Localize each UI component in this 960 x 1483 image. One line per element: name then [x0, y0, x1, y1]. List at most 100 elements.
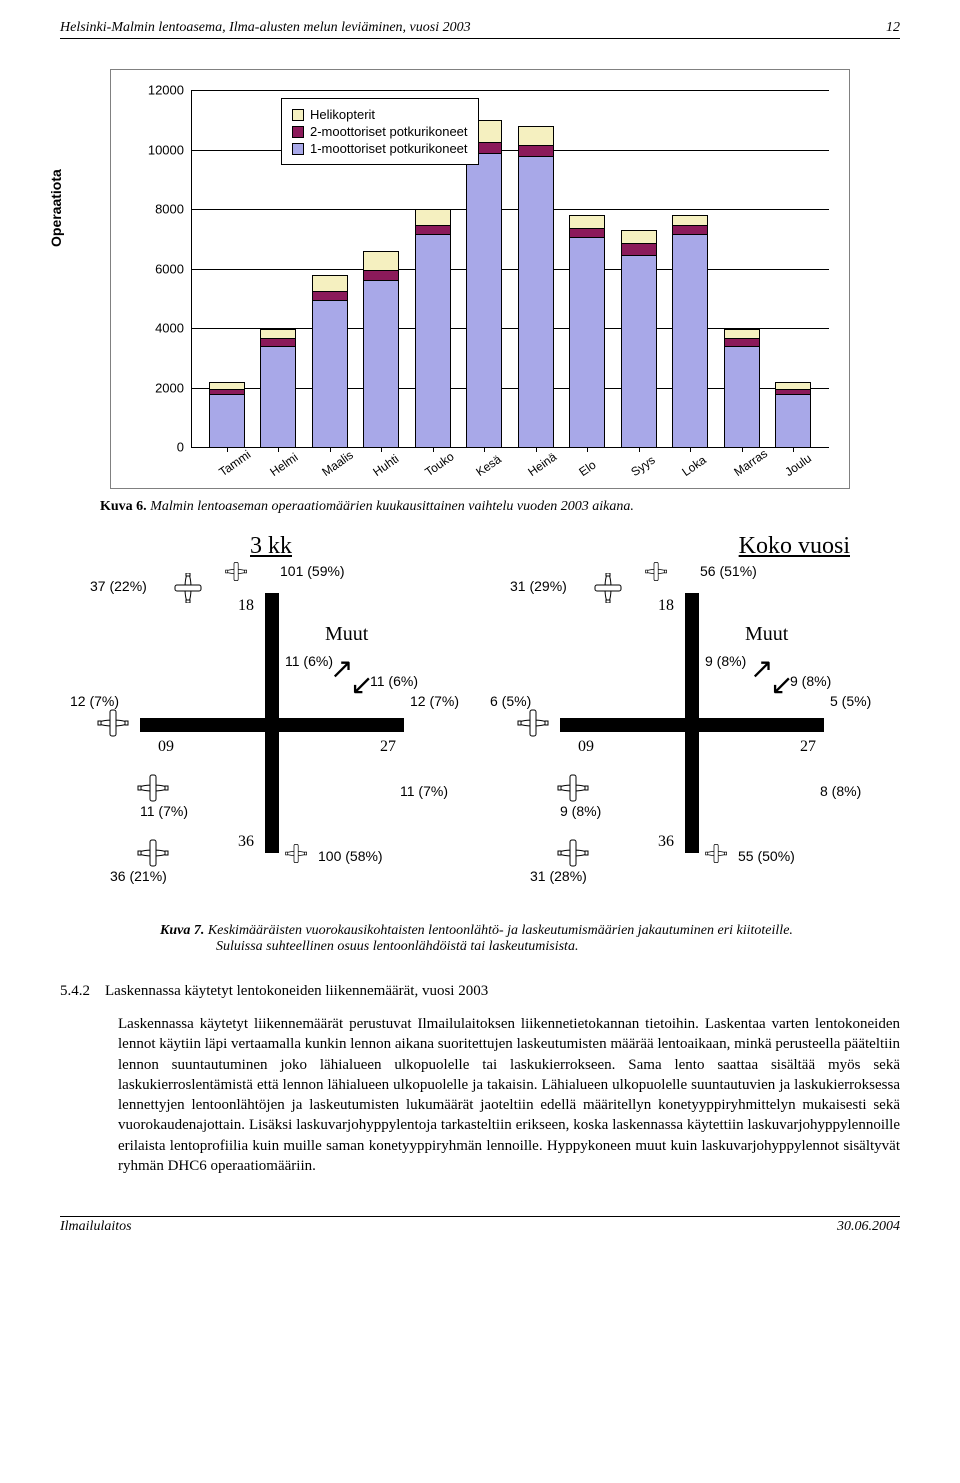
- operations-chart: Operaatiota 020004000600080001000012000 …: [110, 69, 850, 489]
- runway-num-18: 18: [238, 597, 254, 615]
- legend-item: Helikopterit: [292, 107, 468, 122]
- section-heading: 5.4.2 Laskennassa käytetyt lentokoneiden…: [60, 983, 900, 1000]
- runway-stat: 11 (7%): [140, 803, 188, 819]
- page-footer: Ilmailulaitos 30.06.2004: [60, 1216, 900, 1235]
- arrow-icon: ↙: [350, 671, 373, 699]
- plane-icon: [90, 708, 136, 738]
- x-tick: [227, 448, 228, 452]
- runway-num-27: 27: [380, 738, 396, 756]
- bar: [312, 275, 348, 448]
- runway-stat: 100 (58%): [318, 848, 383, 864]
- plane-icon: [130, 773, 176, 803]
- bar-column: Syys: [613, 90, 665, 448]
- plane-icon: [510, 708, 556, 738]
- legend-label: 2-moottoriset potkurikoneet: [310, 124, 468, 139]
- x-tick: [278, 448, 279, 452]
- bar-segment: [416, 225, 450, 234]
- bar-segment: [725, 330, 759, 339]
- bar-segment: [364, 252, 398, 270]
- bar-segment: [519, 127, 553, 145]
- bar: [672, 215, 708, 448]
- plane-icon: [700, 843, 732, 864]
- bar-segment: [776, 394, 810, 448]
- footer-left: Ilmailulaitos: [60, 1219, 132, 1235]
- runway-num-18: 18: [658, 597, 674, 615]
- figure-6-caption: Kuva 6. Malmin lentoaseman operaatiomäär…: [100, 499, 900, 515]
- header-page-number: 12: [886, 20, 900, 36]
- runway-title: Koko vuosi: [739, 533, 850, 560]
- plane-icon: [130, 773, 176, 803]
- y-tick-label: 4000: [155, 321, 192, 336]
- bar-column: Marras: [716, 90, 768, 448]
- runway-diagrams: 3 kk18360927Muut37 (22%)101 (59%)11 (6%)…: [60, 543, 900, 903]
- bar-segment: [261, 330, 295, 339]
- figure-7-caption: Kuva 7. Keskimääräisten vuorokausikohtai…: [160, 923, 840, 955]
- runway-stat: 9 (8%): [705, 653, 746, 669]
- bar-segment: [673, 216, 707, 225]
- arrow-icon: ↙: [770, 671, 793, 699]
- bar-segment: [313, 291, 347, 300]
- runway-horizontal: [140, 718, 404, 732]
- bar: [260, 329, 296, 448]
- bar-segment: [364, 270, 398, 280]
- runway-stat: 6 (5%): [490, 693, 531, 709]
- legend-item: 1-moottoriset potkurikoneet: [292, 141, 468, 156]
- figure-6-text: Malmin lentoaseman operaatiomäärien kuuk…: [150, 499, 634, 514]
- bar-segment: [261, 338, 295, 345]
- plane-icon: [700, 843, 732, 864]
- x-tick: [536, 448, 537, 452]
- bar-segment: [519, 156, 553, 447]
- y-tick-label: 0: [177, 440, 192, 455]
- bar-column: Loka: [665, 90, 717, 448]
- x-tick-label: Elo: [577, 458, 599, 479]
- bar-segment: [261, 346, 295, 447]
- legend-swatch: [292, 143, 304, 155]
- plane-icon: [550, 838, 596, 868]
- x-tick-label: Heinä: [525, 450, 559, 479]
- plane-icon: [90, 708, 136, 738]
- bar-segment: [364, 280, 398, 447]
- y-tick-label: 8000: [155, 202, 192, 217]
- legend-label: Helikopterit: [310, 107, 375, 122]
- plane-icon: [280, 843, 312, 864]
- runway-stat: 8 (8%): [820, 783, 861, 799]
- runway-num-36: 36: [658, 833, 674, 851]
- x-tick-label: Maalis: [319, 448, 355, 479]
- figure-7-text: Keskimääräisten vuorokausikohtaisten len…: [208, 923, 793, 954]
- bar-segment: [467, 153, 501, 447]
- figure-7-label: Kuva 7.: [160, 923, 204, 938]
- runway-num-36: 36: [238, 833, 254, 851]
- chart-legend: Helikopterit 2-moottoriset potkurikoneet 1…: [281, 98, 479, 165]
- runway-stat: 101 (59%): [280, 563, 345, 579]
- runway-stat: 11 (6%): [370, 673, 418, 689]
- x-tick: [742, 448, 743, 452]
- bar-segment: [725, 346, 759, 447]
- bar: [621, 230, 657, 448]
- plane-icon: [165, 573, 211, 603]
- bar-column: Heinä: [510, 90, 562, 448]
- bar-column: Elo: [562, 90, 614, 448]
- runway-stat: 31 (29%): [510, 578, 567, 594]
- runway-num-09: 09: [158, 738, 174, 756]
- x-tick: [484, 448, 485, 452]
- runway-num-27: 27: [800, 738, 816, 756]
- bar: [569, 215, 605, 448]
- bar-segment: [725, 338, 759, 345]
- bar-segment: [313, 300, 347, 447]
- legend-item: 2-moottoriset potkurikoneet: [292, 124, 468, 139]
- x-tick: [433, 448, 434, 452]
- x-tick-label: Huhti: [371, 452, 402, 480]
- legend-swatch: [292, 126, 304, 138]
- x-tick-label: Tammi: [216, 447, 253, 479]
- bar: [363, 251, 399, 448]
- x-tick: [381, 448, 382, 452]
- y-tick-label: 6000: [155, 261, 192, 276]
- section-number: 5.4.2: [60, 983, 90, 999]
- x-tick-label: Syys: [628, 453, 657, 479]
- runway-stat: 9 (8%): [790, 673, 831, 689]
- runway-title: 3 kk: [250, 533, 292, 560]
- runway-diagram-koko-vuosi: Koko vuosi18360927Muut31 (29%)56 (51%)9 …: [490, 543, 890, 903]
- bar-segment: [570, 228, 604, 237]
- plane-icon: [640, 561, 672, 582]
- plane-icon: [550, 838, 596, 868]
